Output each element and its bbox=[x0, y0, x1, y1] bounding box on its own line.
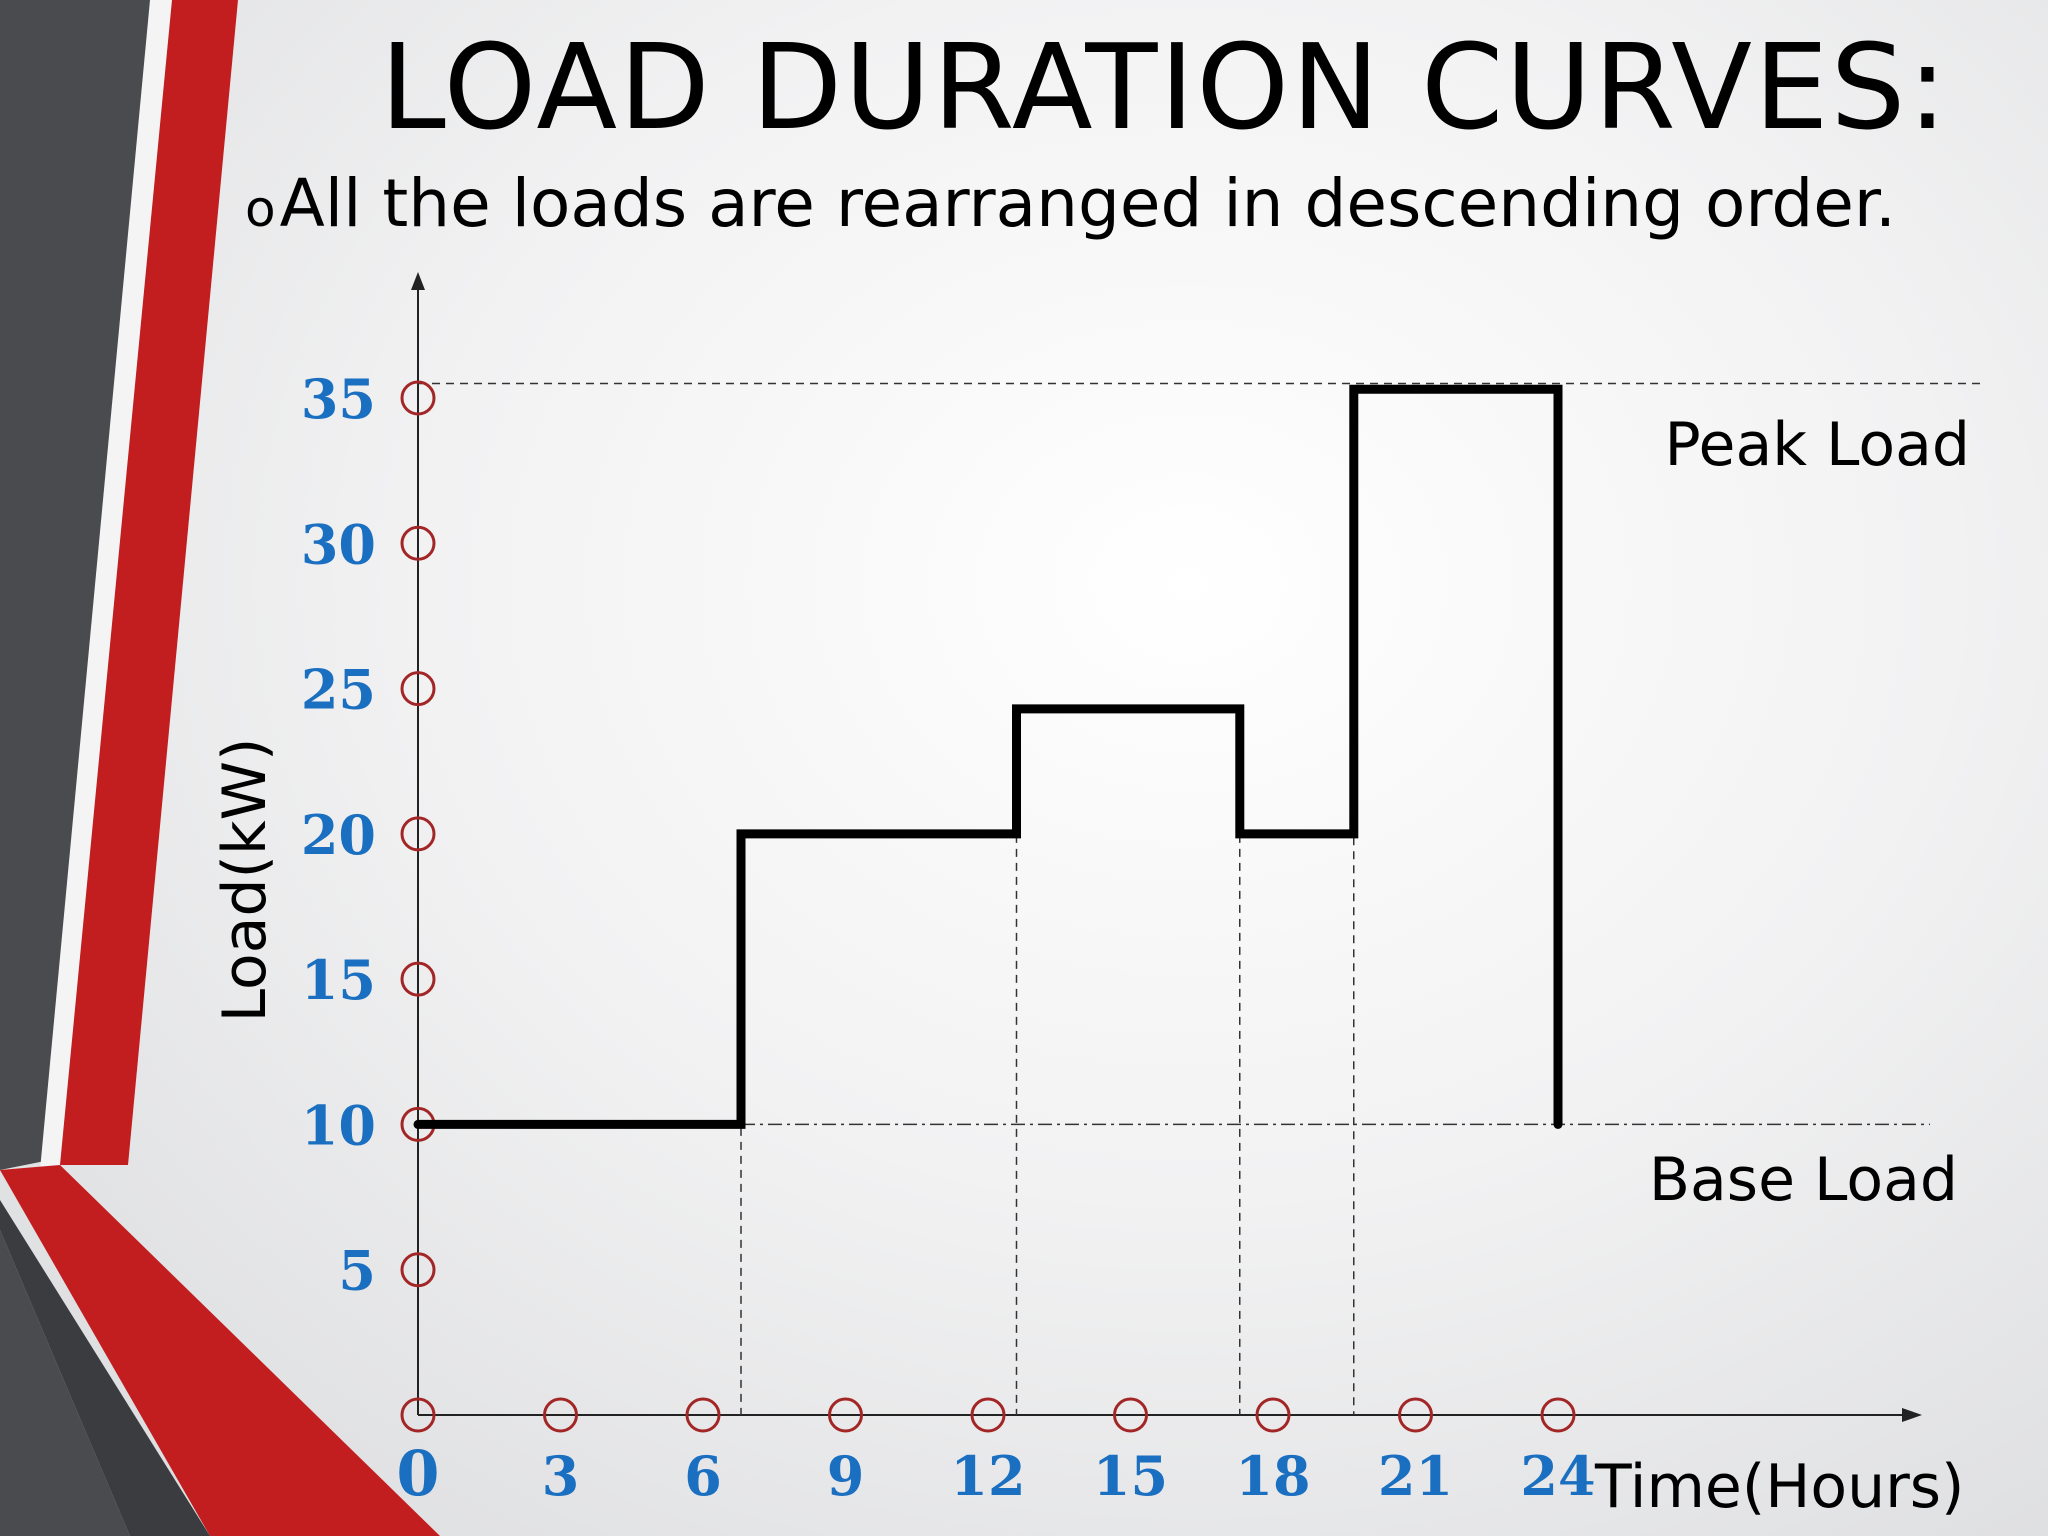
x-tick-label: 9 bbox=[827, 1444, 865, 1508]
x-tick-label: 3 bbox=[542, 1444, 580, 1508]
y-tick-marker bbox=[400, 380, 436, 416]
x-axis-label: Time(Hours) bbox=[1594, 1452, 1964, 1522]
x-axis-arrow-icon bbox=[1902, 1408, 1922, 1422]
y-tick-label: 25 bbox=[301, 658, 376, 722]
y-axis-arrow-icon bbox=[411, 272, 425, 290]
bullet-icon: o bbox=[245, 180, 276, 238]
load-step-curve bbox=[413, 384, 1563, 1129]
y-tick-label: 10 bbox=[301, 1093, 376, 1157]
y-tick-marker bbox=[400, 816, 436, 852]
x-tick-marker bbox=[1540, 1397, 1576, 1433]
y-axis-label: Load(kW) bbox=[210, 738, 280, 1023]
bullet-point: oAll the loads are rearranged in descend… bbox=[245, 165, 1896, 242]
x-tick-marker bbox=[685, 1397, 721, 1433]
base-load-label: Base Load bbox=[1649, 1145, 1958, 1215]
x-tick-label: 21 bbox=[1378, 1444, 1453, 1508]
y-tick-marker bbox=[400, 525, 436, 561]
x-tick-marker bbox=[1398, 1397, 1433, 1433]
x-tick-marker bbox=[828, 1397, 863, 1433]
x-tick-marker bbox=[1255, 1397, 1291, 1433]
y-tick-label: 20 bbox=[301, 803, 376, 867]
bullet-text: All the loads are rearranged in descendi… bbox=[279, 165, 1896, 242]
origin-marker bbox=[400, 1397, 436, 1433]
x-tick-label: 12 bbox=[950, 1444, 1025, 1508]
x-tick-label: 24 bbox=[1520, 1444, 1595, 1508]
x-tick-marker bbox=[970, 1397, 1006, 1433]
peak-load-label: Peak Load bbox=[1665, 410, 1970, 480]
x-tick-label: 15 bbox=[1093, 1444, 1168, 1508]
x-tick-label: 18 bbox=[1235, 1444, 1310, 1508]
x-tick-marker bbox=[1113, 1397, 1148, 1433]
y-tick-label: 35 bbox=[301, 367, 376, 431]
x-tick-label: 6 bbox=[684, 1444, 722, 1508]
y-tick-label: 15 bbox=[301, 948, 376, 1012]
y-tick-label: 5 bbox=[338, 1239, 376, 1303]
y-tick-marker bbox=[400, 961, 436, 997]
y-tick-label: 30 bbox=[301, 512, 376, 576]
slide-title: LOAD DURATION CURVES: bbox=[380, 18, 1950, 156]
y-tick-marker bbox=[400, 671, 436, 707]
x-tick-marker bbox=[543, 1397, 578, 1433]
x-tick-label: 0 bbox=[396, 1437, 439, 1510]
y-tick-marker bbox=[400, 1252, 436, 1288]
